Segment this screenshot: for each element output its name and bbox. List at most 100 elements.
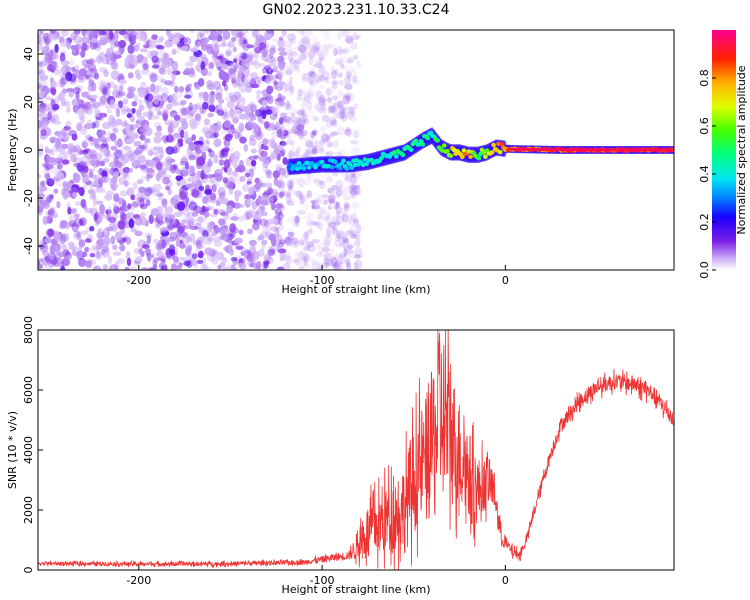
noise-speckle	[39, 74, 49, 81]
noise-speckle	[304, 149, 314, 157]
noise-speckle	[155, 161, 163, 171]
noise-speckle	[233, 58, 238, 63]
noise-speckle	[185, 162, 190, 170]
noise-speckle	[264, 65, 271, 71]
noise-speckle	[117, 220, 126, 230]
noise-speckle	[244, 194, 252, 200]
noise-speckle	[282, 263, 291, 270]
noise-speckle	[299, 251, 309, 260]
noise-speckle	[243, 249, 251, 254]
noise-speckle	[60, 127, 67, 138]
noise-speckle	[307, 99, 312, 105]
noise-speckle	[50, 205, 57, 214]
noise-speckle	[164, 39, 173, 48]
noise-speckle	[321, 30, 326, 34]
noise-speckle	[218, 159, 226, 166]
noise-speckle	[339, 190, 347, 196]
noise-speckle	[295, 30, 303, 33]
noise-speckle	[214, 173, 223, 182]
noise-speckle	[301, 119, 306, 127]
noise-speckle	[342, 95, 351, 106]
noise-speckle	[183, 67, 192, 76]
noise-speckle	[313, 104, 320, 111]
noise-speckle	[301, 90, 306, 96]
noise-speckle	[148, 267, 157, 270]
noise-speckle	[232, 46, 237, 53]
noise-speckle	[333, 139, 339, 149]
noise-speckle	[299, 39, 306, 47]
noise-speckle	[118, 91, 126, 97]
noise-speckle	[295, 66, 301, 74]
noise-speckle	[344, 258, 351, 265]
noise-speckle	[331, 185, 339, 190]
noise-speckle	[234, 193, 240, 202]
noise-speckle	[217, 186, 226, 197]
noise-speckle	[335, 112, 344, 119]
noise-speckle	[134, 216, 143, 226]
noise-speckle	[347, 213, 353, 224]
spectrogram-y-label: Frequency (Hz)	[6, 109, 19, 192]
noise-speckle	[138, 186, 146, 193]
noise-speckle	[236, 65, 244, 74]
noise-speckle	[80, 165, 86, 171]
noise-speckle	[333, 221, 341, 226]
noise-speckle	[340, 107, 346, 115]
noise-speckle	[275, 209, 280, 217]
noise-speckle	[341, 214, 349, 223]
noise-speckle	[328, 133, 334, 139]
signal-point	[306, 165, 312, 170]
noise-speckle	[270, 218, 278, 223]
noise-speckle	[338, 79, 345, 86]
noise-speckle	[345, 111, 354, 120]
noise-speckle	[222, 267, 231, 270]
noise-speckle	[310, 68, 316, 74]
noise-speckle	[65, 223, 70, 230]
noise-speckle	[250, 165, 257, 172]
signal-point	[461, 148, 467, 153]
noise-speckle	[332, 225, 338, 231]
noise-speckle	[38, 90, 46, 99]
noise-speckle	[55, 147, 62, 153]
noise-speckle	[118, 206, 127, 213]
noise-speckle	[239, 136, 247, 144]
noise-speckle	[294, 130, 303, 135]
noise-speckle	[348, 93, 355, 102]
noise-speckle	[311, 79, 318, 87]
noise-speckle	[311, 261, 320, 270]
noise-speckle	[338, 106, 347, 115]
noise-speckle	[171, 37, 180, 45]
noise-speckle	[95, 220, 100, 227]
noise-speckle	[96, 251, 101, 259]
noise-speckle	[241, 97, 246, 106]
noise-speckle	[47, 110, 52, 121]
noise-speckle	[78, 239, 86, 248]
noise-speckle	[189, 55, 197, 63]
noise-speckle	[146, 186, 155, 194]
noise-speckle	[88, 79, 94, 87]
noise-speckle	[106, 108, 113, 114]
noise-speckle	[350, 184, 357, 191]
noise-speckle	[278, 51, 288, 56]
noise-speckle	[243, 143, 249, 152]
noise-speckle	[349, 107, 355, 116]
noise-speckle	[272, 37, 280, 43]
noise-speckle	[346, 75, 353, 83]
noise-speckle	[157, 146, 164, 154]
noise-speckle	[123, 120, 128, 127]
noise-speckle	[332, 108, 341, 118]
noise-speckle	[179, 243, 186, 249]
noise-speckle	[92, 161, 99, 169]
noise-speckle	[184, 94, 192, 99]
noise-speckle	[142, 244, 150, 250]
noise-speckle	[303, 107, 311, 114]
noise-speckle	[60, 52, 66, 57]
noise-speckle	[196, 259, 204, 264]
signal-point	[489, 150, 495, 155]
noise-speckle	[72, 207, 77, 214]
noise-speckle	[201, 229, 209, 238]
noise-speckle	[87, 84, 94, 92]
noise-speckle	[320, 44, 330, 54]
noise-speckle	[230, 256, 238, 262]
noise-speckle	[208, 174, 216, 184]
noise-speckle	[318, 53, 325, 61]
